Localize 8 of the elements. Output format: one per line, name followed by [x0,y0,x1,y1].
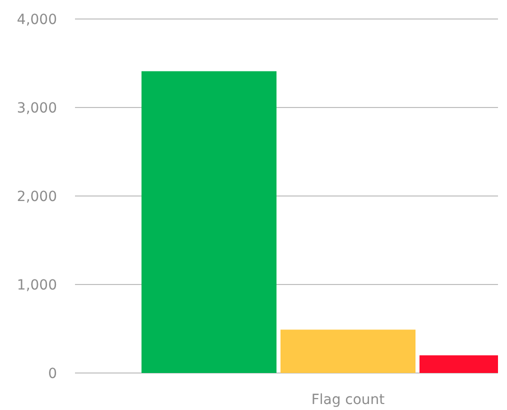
bar [142,71,276,373]
bar [280,330,416,373]
y-tick-label: 2,000 [16,188,57,205]
y-tick-label: 3,000 [16,100,57,116]
y-tick-label: 1,000 [16,277,57,294]
y-tick-label: 4,000 [16,12,57,28]
y-tick-label: 0 [48,366,57,382]
x-tick-label: Flag count [311,392,386,408]
